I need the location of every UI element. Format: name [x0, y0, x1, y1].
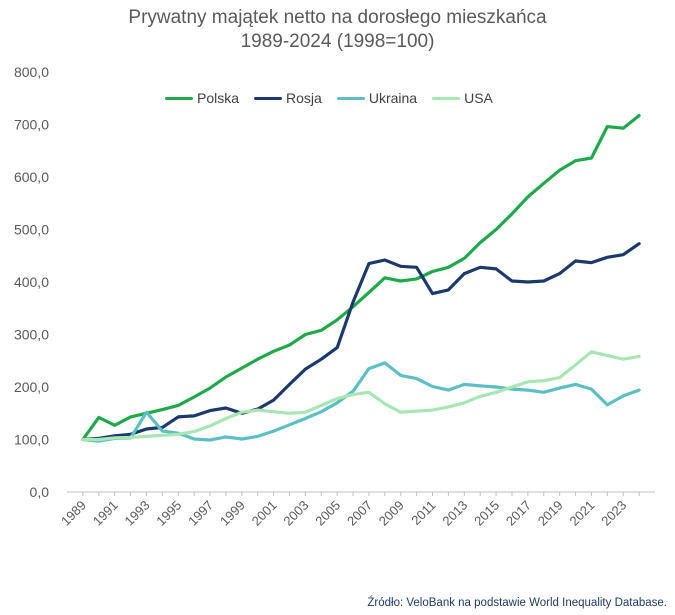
legend-label-ukraina: Ukraina — [368, 90, 418, 106]
legend-label-usa: USA — [464, 90, 493, 106]
x-tick-label: 2007 — [344, 498, 375, 529]
x-tick-label: 2005 — [312, 498, 343, 529]
y-tick-label: 700,0 — [14, 117, 49, 133]
legend-item-polska: Polska — [165, 90, 239, 106]
x-tick-label: 2017 — [503, 498, 534, 529]
x-tick-label: 2015 — [471, 498, 502, 529]
series-line-usa — [81, 350, 641, 442]
legend-swatch-rosja — [254, 96, 283, 100]
series-line-ukraina — [81, 361, 641, 443]
y-tick-label: 400,0 — [14, 274, 49, 290]
legend-swatch-usa — [432, 96, 461, 100]
x-tick-label: 1989 — [58, 498, 89, 529]
series-line-rosja — [81, 242, 641, 442]
x-tick-label: 2001 — [249, 498, 280, 529]
x-tick-label: 2011 — [408, 498, 438, 528]
y-tick-label: 300,0 — [14, 327, 49, 343]
legend-item-rosja: Rosja — [254, 90, 322, 106]
x-tick-label: 1995 — [153, 498, 184, 529]
x-tick-label: 2021 — [566, 498, 597, 529]
chart-subtitle: 1989-2024 (1998=100) — [240, 31, 435, 52]
series-line-polska — [81, 113, 641, 442]
chart-title-block: Prywatny majątek netto na dorosłego mies… — [0, 6, 675, 54]
legend-item-ukraina: Ukraina — [336, 90, 418, 106]
legend-label-polska: Polska — [197, 90, 240, 106]
y-tick-label: 0,0 — [30, 484, 50, 500]
x-tick-label: 1993 — [122, 498, 153, 529]
y-tick-label: 100,0 — [14, 432, 49, 448]
legend-item-usa: USA — [432, 90, 493, 106]
source-note: Źródło: VeloBank na podstawie World Ineq… — [367, 597, 667, 609]
legend-swatch-ukraina — [336, 96, 365, 100]
legend-swatch-polska — [165, 96, 193, 100]
chart-title: Prywatny majątek netto na dorosłego mies… — [128, 7, 547, 28]
x-tick-label: 1991 — [90, 498, 121, 529]
x-tick-label: 2013 — [439, 498, 470, 529]
x-tick-label: 1999 — [217, 498, 248, 529]
x-tick-label: 2023 — [598, 498, 629, 529]
legend-label-rosja: Rosja — [286, 90, 322, 106]
y-tick-label: 500,0 — [14, 222, 49, 238]
x-tick-label: 2019 — [535, 498, 566, 529]
y-tick-label: 800,0 — [14, 64, 49, 80]
x-tick-label: 1997 — [185, 498, 216, 529]
chart-legend: Polska Rosja Ukraina USA — [165, 90, 493, 106]
y-tick-label: 200,0 — [14, 379, 49, 395]
y-tick-label: 600,0 — [14, 169, 49, 185]
x-tick-label: 2003 — [280, 498, 311, 529]
x-tick-label: 2009 — [376, 498, 407, 529]
